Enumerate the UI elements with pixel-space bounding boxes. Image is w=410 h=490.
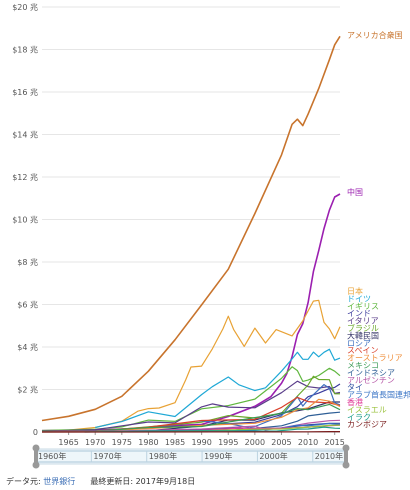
y-tick-label: $20 兆 (12, 2, 38, 12)
source-link[interactable]: 世界銀行 (43, 477, 76, 486)
y-tick-label: 0 (33, 428, 38, 437)
series-label[interactable]: ロシア (347, 339, 371, 348)
series-label[interactable]: アルゼンチン (347, 375, 395, 385)
series-label[interactable]: タイ (347, 383, 363, 392)
series-label[interactable]: オーストラリア (347, 354, 403, 363)
x-tick-label: 2005 (271, 438, 291, 447)
slider-tick-label: 1980年 (149, 451, 177, 461)
series-label[interactable]: カンボジア (347, 420, 387, 429)
series-label[interactable]: インド (347, 309, 371, 318)
slider-knob-right-bottom[interactable] (342, 461, 350, 469)
series-labels: アメリカ合衆国中国日本ドイツイギリスインドイタリアブラジル大韓民国ロシアスペイン… (347, 30, 410, 429)
source-label: データ元: (6, 477, 41, 486)
x-axis-ticks: 1965 1970 1975 1980 1985 1990 1995 2000 2005 2010… (58, 432, 345, 447)
y-tick-label: $18 兆 (12, 45, 38, 55)
series-label[interactable]: アラブ首長国連邦 (347, 390, 410, 400)
series-label[interactable]: 中国 (347, 187, 363, 197)
year-range-slider[interactable]: 1960年 1970年 1980年 1990年 2000年 2010年 (32, 444, 350, 469)
series-label[interactable]: ブラジル (347, 323, 379, 333)
slider-handle-right[interactable] (344, 448, 348, 465)
slider-knob-right-top[interactable] (342, 444, 350, 452)
series-line-4[interactable] (41, 366, 341, 432)
series-line-6[interactable] (41, 380, 341, 432)
series-label[interactable]: スペイン (347, 346, 378, 355)
series-line-11[interactable] (41, 398, 341, 433)
x-tick-label: 1980 (138, 438, 158, 447)
x-tick-label: 2010 (298, 438, 318, 447)
series-label[interactable]: インドネシア (347, 368, 395, 377)
series-label[interactable]: イスラエル (347, 405, 387, 414)
x-tick-label: 1970 (85, 438, 105, 447)
x-tick-label: 1985 (165, 438, 185, 447)
series-line-2[interactable] (41, 299, 341, 432)
y-tick-label: $12 兆 (12, 172, 38, 182)
y-tick-label: $2 兆 (17, 385, 38, 395)
slider-knob-left-top[interactable] (32, 444, 40, 452)
slider-tick-label: 2010年 (315, 451, 343, 461)
slider-tick-label: 2000年 (259, 451, 287, 461)
y-tick-label: $6 兆 (17, 300, 38, 310)
x-tick-label: 2015 (324, 438, 344, 447)
series-label[interactable]: メキシコ (347, 361, 379, 370)
series-label[interactable]: イギリス (347, 302, 379, 311)
series-line-0[interactable] (41, 35, 341, 422)
series-line-12[interactable] (41, 403, 341, 433)
slider-knob-left-bottom[interactable] (32, 461, 40, 469)
y-tick-label: $16 兆 (12, 87, 38, 97)
gdp-line-chart: 0 $2 兆 $4 兆 $6 兆 $8 兆 $10 兆 $12 兆 $14 兆 $16 兆 $18… (12, 2, 410, 469)
slider-handle-left[interactable] (34, 448, 38, 465)
series-line-9[interactable] (196, 384, 341, 429)
series-label[interactable]: 日本 (347, 286, 363, 296)
series-label[interactable]: ドイツ (347, 294, 371, 303)
series-label[interactable]: イラク (347, 413, 371, 422)
y-tick-label: $8 兆 (17, 257, 38, 267)
series-label[interactable]: アメリカ合衆国 (347, 30, 403, 40)
slider-tick-label: 1960年 (38, 451, 66, 461)
y-tick-label: $14 兆 (12, 130, 38, 140)
y-gridlines (42, 6, 340, 433)
y-tick-label: $10 兆 (12, 215, 38, 225)
x-tick-label: 1990 (191, 438, 211, 447)
series-label[interactable]: 香港 (347, 397, 363, 407)
series-line-1[interactable] (41, 193, 341, 432)
x-tick-label: 2000 (245, 438, 265, 447)
footer: データ元: 世界銀行 最終更新日: 2017年9月18日 (6, 476, 195, 487)
y-axis-ticks: 0 $2 兆 $4 兆 $6 兆 $8 兆 $10 兆 $12 兆 $14 兆 $16 兆 $18… (12, 2, 38, 437)
series-label[interactable]: イタリア (347, 317, 379, 326)
slider-tick-label: 1990年 (204, 451, 232, 461)
series-lines (41, 35, 341, 433)
y-tick-label: $4 兆 (17, 342, 38, 352)
series-label[interactable]: 大韓民国 (347, 330, 379, 340)
slider-tick-label: 1970年 (93, 451, 121, 461)
last-updated: 最終更新日: 2017年9月18日 (90, 477, 196, 486)
x-tick-label: 1965 (58, 438, 78, 447)
x-tick-label: 1995 (218, 438, 238, 447)
x-tick-label: 1975 (112, 438, 132, 447)
series-line-3[interactable] (95, 348, 341, 429)
